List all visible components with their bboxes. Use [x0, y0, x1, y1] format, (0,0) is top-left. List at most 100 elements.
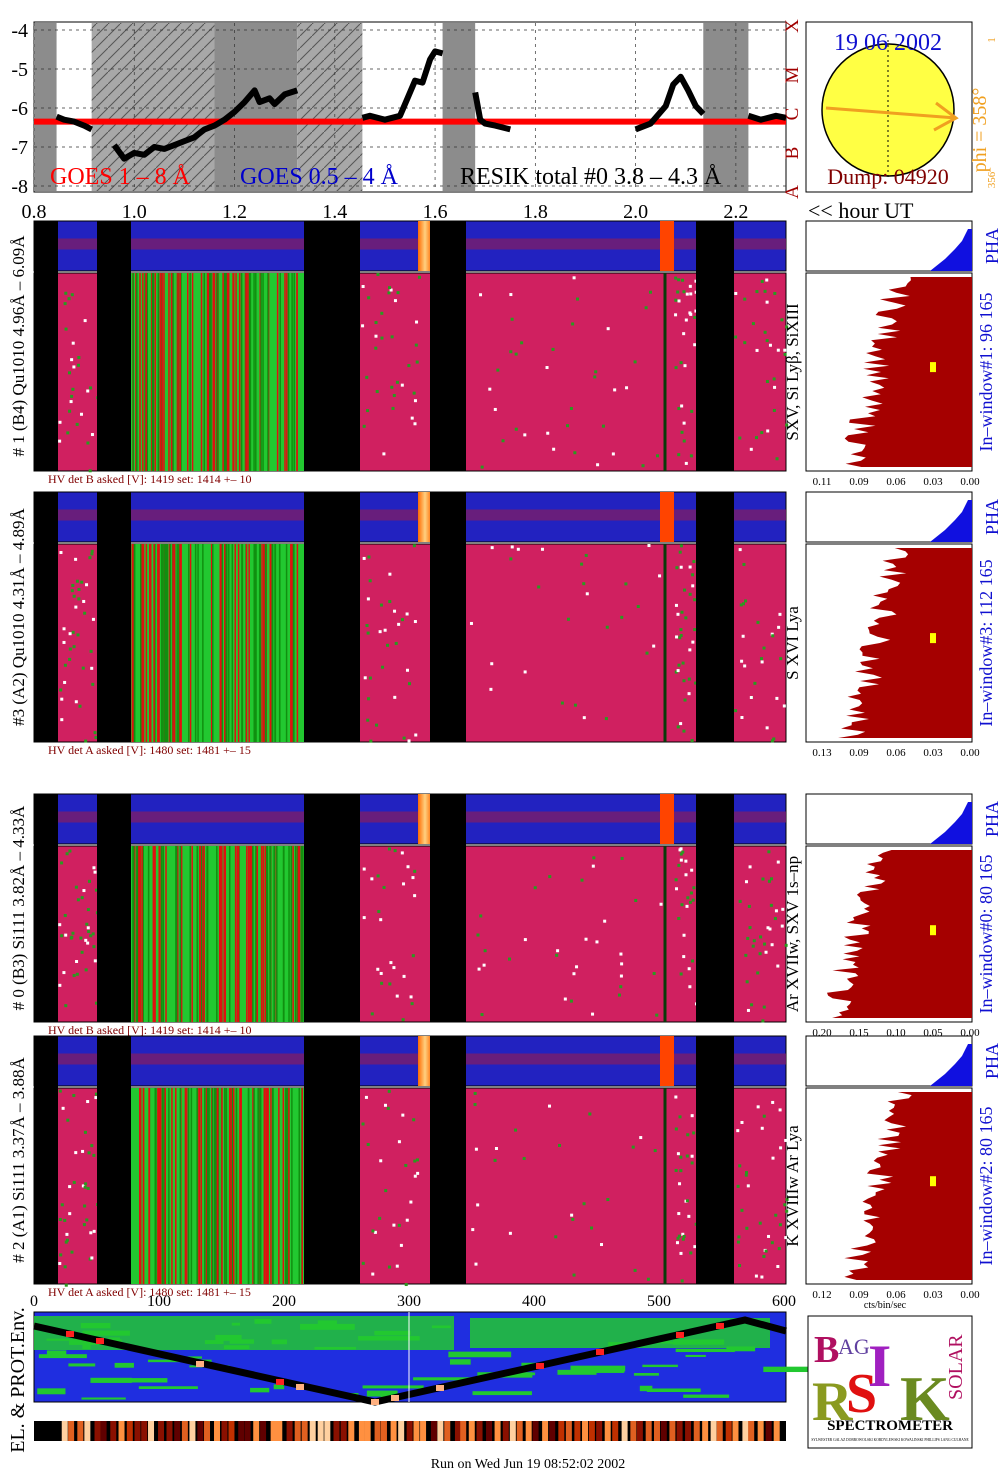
spectrogram-streak	[149, 544, 152, 742]
spectrogram-pixel	[762, 1005, 766, 1009]
hv-status: HV det A asked [V]: 1480 set: 1481 +– 15	[48, 1285, 251, 1299]
spectrogram-streak	[237, 544, 240, 742]
spectrogram-streak	[254, 544, 256, 742]
env-strip-cell	[716, 1421, 723, 1441]
spectrogram-pixel	[688, 900, 692, 904]
spectrogram-streak	[142, 1088, 145, 1284]
spectrogram-pixel	[92, 1153, 96, 1157]
spectrum-x-tick: 0.06	[886, 1289, 906, 1301]
spectrogram-pixel	[72, 1180, 76, 1184]
spectrogram-streak	[230, 1088, 232, 1284]
spectrogram-streak	[248, 273, 251, 471]
spectrogram-pixel	[58, 439, 62, 443]
spectrogram-pixel	[674, 313, 678, 317]
spectrogram-pixel	[408, 682, 412, 686]
spectrogram-pixel	[67, 297, 71, 301]
goes-y-tick: -6	[11, 98, 28, 120]
spectrogram-streak	[231, 1088, 233, 1284]
spectrogram-pixel	[685, 292, 689, 296]
resik-series	[55, 113, 94, 133]
spectrogram-pixel	[370, 1012, 374, 1016]
spectrogram-pixel	[736, 1184, 740, 1188]
spectrogram-pixel	[80, 950, 84, 954]
land-patch	[646, 1388, 701, 1393]
spectrogram-pixel	[761, 1019, 765, 1023]
spectrogram-pixel	[768, 927, 772, 931]
orbit-mark	[371, 1399, 379, 1405]
env-panel: 0 100 200 300 400 500 600 EL. & PROT.Env.	[7, 1293, 813, 1453]
env-strip-cell	[286, 1421, 293, 1441]
spectrogram-pixel	[760, 279, 764, 283]
land-patch	[138, 1386, 198, 1389]
spectrogram-pixel	[409, 1200, 413, 1204]
spectrogram-pixel	[693, 628, 697, 632]
env-x-tick: 400	[522, 1293, 546, 1310]
spectrogram-pixel	[762, 1114, 766, 1118]
spectrogram-streak	[234, 846, 237, 1022]
env-strip-cell	[228, 1421, 235, 1441]
spectrogram-streak	[252, 846, 254, 1022]
spectrogram-streak	[139, 273, 141, 471]
arrow-head-icon	[933, 101, 959, 132]
spectrogram-pixel	[361, 1122, 365, 1126]
spectrogram-pixel	[375, 723, 379, 727]
spectrogram-pixel	[687, 1214, 691, 1218]
spectrogram-pixel	[86, 389, 90, 393]
spectrogram-pixel	[79, 412, 83, 416]
spectrogram-pixel	[373, 1230, 377, 1234]
spectrogram-pixel	[368, 676, 372, 680]
spectrogram-pixel	[414, 343, 418, 347]
spectrogram-pixel	[658, 574, 662, 578]
spectrogram-pixel	[744, 599, 748, 603]
spectrogram-pixel	[652, 971, 656, 975]
env-strip-cell	[94, 1421, 101, 1441]
spectrogram-pixel	[677, 663, 681, 667]
spectrogram-pixel	[75, 960, 79, 964]
spectrogram-pixel	[734, 291, 738, 295]
spectrogram-pixel	[413, 422, 417, 426]
spectrogram-pixel	[476, 1203, 480, 1207]
spectrogram-pixel	[756, 620, 760, 624]
spectrogram-streak	[259, 1088, 262, 1284]
spectrogram-pixel	[68, 657, 72, 661]
spectrogram-pixel	[738, 1164, 742, 1168]
spectrogram-pixel	[389, 961, 393, 965]
detector-panels: # 1 (B4) Qu1010 4.96Å – 6.09Å HV det B as…	[9, 220, 1002, 1311]
spectrogram-pixel	[592, 856, 596, 860]
spectrogram-pixel	[676, 1236, 680, 1240]
spectrogram-pixel	[603, 919, 607, 923]
spectrogram-pixel	[93, 870, 97, 874]
spectrogram-pixel	[58, 1262, 62, 1266]
spectrogram-pixel	[509, 350, 513, 354]
spectrogram-pixel	[674, 298, 678, 302]
spectrogram-streak	[137, 846, 139, 1022]
spectrogram-pixel	[88, 556, 92, 560]
phi-bottom: 356	[986, 171, 998, 188]
spectrogram-pixel	[83, 611, 87, 615]
spectrogram-streak	[260, 273, 262, 471]
orbit-mark	[436, 1385, 444, 1391]
spectrogram-pixel	[687, 677, 691, 681]
spectrogram-streak	[200, 846, 202, 1022]
logo-s: S	[846, 1363, 877, 1425]
spectrogram-streak	[282, 1088, 285, 1284]
spectrogram-pixel	[736, 1129, 740, 1133]
spectrogram-pixel	[674, 1168, 678, 1172]
spectrogram-pixel	[402, 736, 406, 740]
env-strip-cell	[406, 1421, 413, 1441]
spectrogram-pixel	[91, 682, 95, 686]
run-timestamp: Run on Wed Jun 19 08:52:02 2002	[431, 1457, 626, 1472]
land-patch	[642, 1364, 678, 1368]
spectrogram-streak	[208, 1088, 210, 1284]
spectrogram-streak	[290, 846, 293, 1022]
spectrogram-streak	[270, 1088, 272, 1284]
spectrogram-streak	[235, 273, 237, 471]
spectrogram-pixel	[572, 1273, 576, 1277]
spectrogram-pixel	[477, 967, 481, 971]
land-patch	[187, 1356, 203, 1359]
spectrogram-streak	[227, 273, 230, 471]
env-strip-cell	[430, 1421, 437, 1441]
spectrogram-pixel	[770, 739, 774, 743]
spectrogram-pixel	[405, 612, 409, 616]
spectrogram-pixel	[367, 296, 371, 300]
